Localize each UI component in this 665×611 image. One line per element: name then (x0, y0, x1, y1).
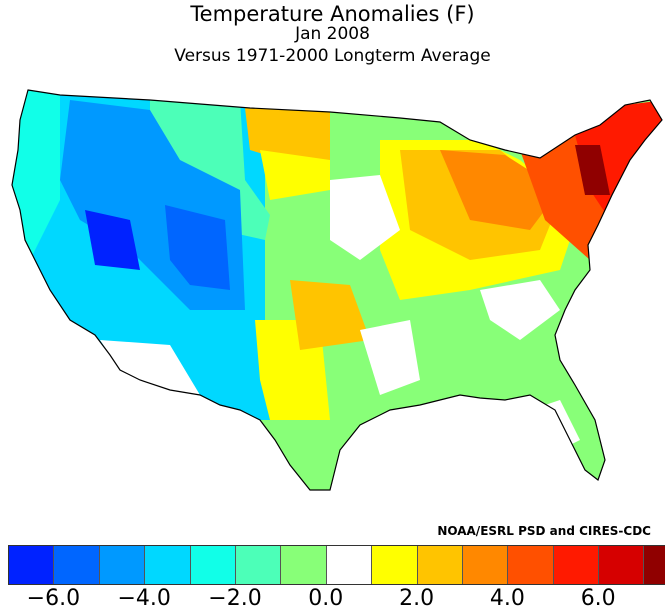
region-lower-mississippi-zero (360, 320, 420, 395)
legend-tick-label: 6.0 (580, 586, 616, 611)
legend-swatch (190, 546, 236, 584)
legend-swatch (553, 546, 600, 584)
subtitle-baseline: Versus 1971-2000 Longterm Average (174, 46, 491, 66)
legend-swatch (281, 546, 327, 584)
region-dakota-plus2 (245, 108, 330, 165)
legend-swatch (326, 546, 373, 584)
legend-swatch (644, 546, 665, 584)
legend-tick-label: 2.0 (399, 586, 435, 611)
region-iowa-zero (330, 175, 400, 260)
region-appalachia-zero (480, 280, 560, 340)
legend-tick-label: 4.0 (489, 586, 525, 611)
legend-swatch (599, 546, 645, 584)
region-nevada-minus6 (85, 210, 140, 270)
legend-tick-label: 0.0 (308, 586, 344, 611)
region-michigan-plus3 (440, 150, 560, 230)
region-plains-plus1 (260, 150, 330, 200)
legend-swatch (99, 546, 146, 584)
legend-swatch (417, 546, 463, 584)
subtitle-date: Jan 2008 (295, 24, 370, 44)
region-newyork-plus7 (575, 145, 610, 195)
legend-tick-label: −4.0 (117, 586, 171, 611)
legend-tick-label: −6.0 (26, 586, 81, 611)
color-legend-bar (8, 545, 665, 585)
legend-swatch (462, 546, 509, 584)
us-climate-division-map (11, 89, 663, 491)
region-oklahoma-plus2 (290, 280, 370, 350)
legend-swatch (9, 546, 55, 584)
legend-tick-label: −2.0 (208, 586, 262, 611)
data-credit: NOAA/ESRL PSD and CIRES-CDC (437, 524, 651, 538)
region-utah-colorado-minus5 (165, 205, 230, 290)
legend-swatch (145, 546, 191, 584)
region-southwest-zero (100, 340, 200, 395)
legend-swatch (235, 546, 282, 584)
legend-swatch (372, 546, 418, 584)
title: Temperature Anomalies (F) (190, 2, 475, 26)
legend-swatch (54, 546, 100, 584)
legend-swatch (508, 546, 554, 584)
